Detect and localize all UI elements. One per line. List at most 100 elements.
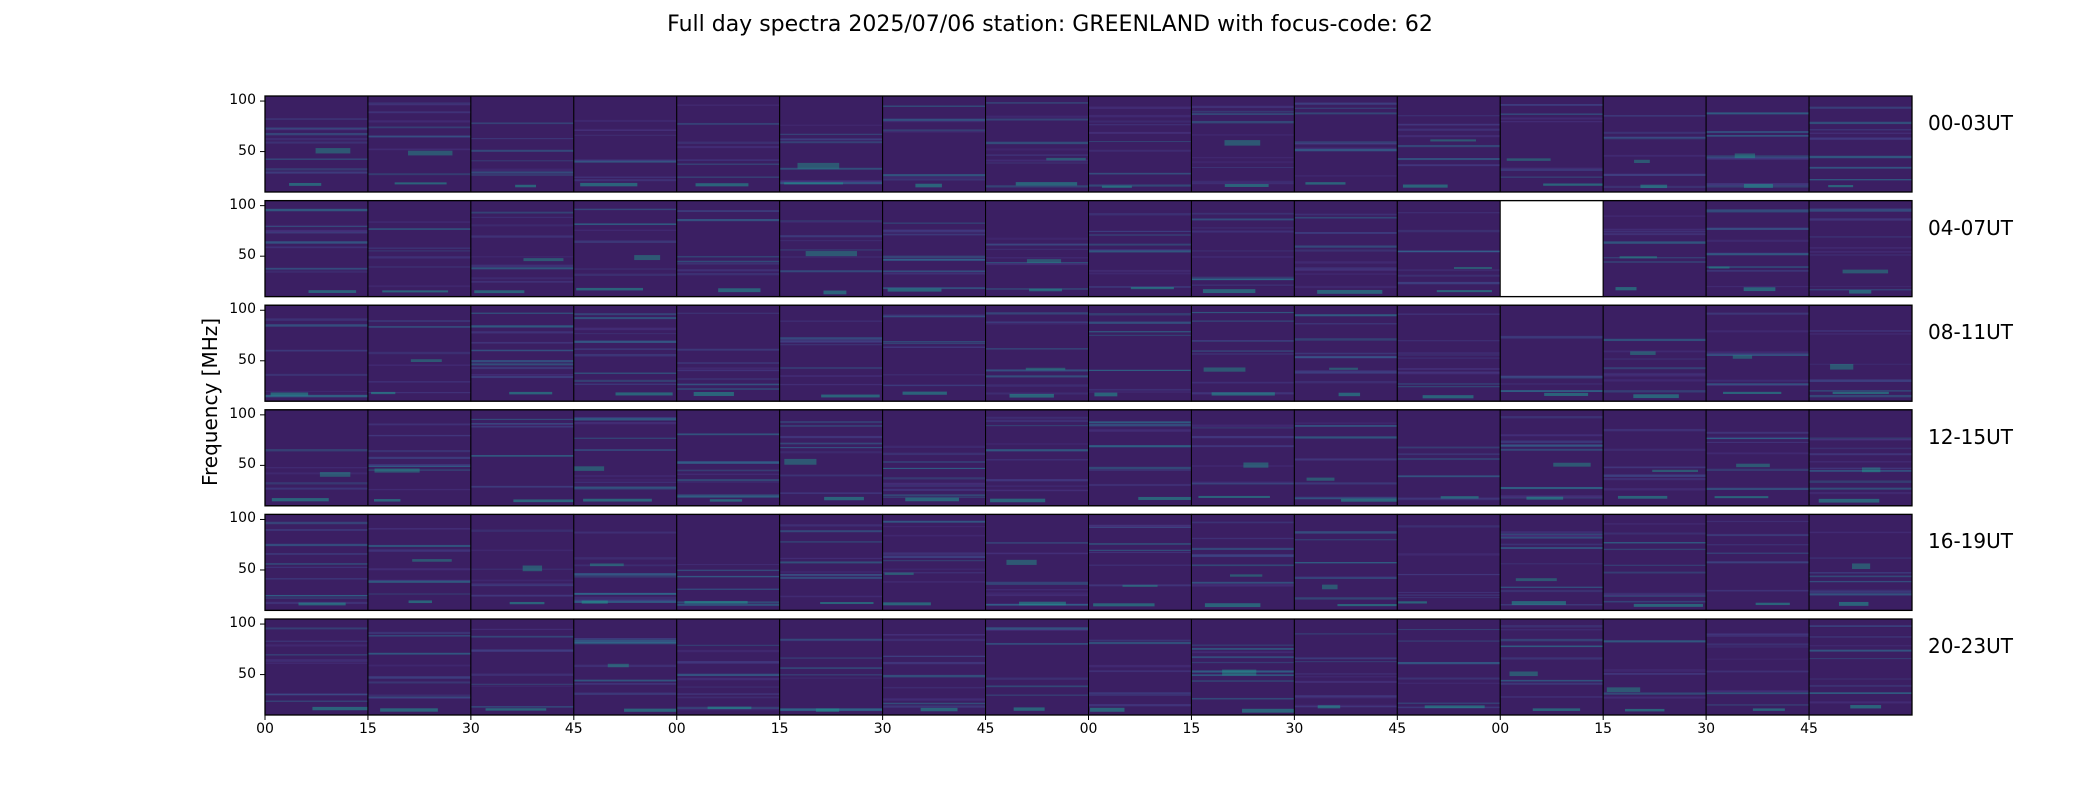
low-frequency-band <box>515 184 537 188</box>
frequency-stripe <box>573 229 677 231</box>
frequency-stripe <box>882 118 986 121</box>
frequency-stripe <box>676 693 780 695</box>
low-frequency-band <box>1138 496 1204 500</box>
low-frequency-band <box>1204 603 1261 608</box>
frequency-stripe <box>573 475 677 477</box>
y-tick-label: 50 <box>238 560 256 577</box>
frequency-stripe <box>676 146 780 149</box>
frequency-stripe <box>1191 656 1295 659</box>
frequency-stripe <box>1500 536 1604 539</box>
frequency-stripe <box>779 141 883 144</box>
frequency-stripe <box>367 256 471 259</box>
frequency-stripe <box>1603 532 1707 535</box>
frequency-stripe <box>1397 313 1501 315</box>
spectrum-panel <box>676 513 781 611</box>
frequency-stripe <box>1294 562 1398 564</box>
frequency-stripe <box>367 364 471 366</box>
spectrum-panel <box>573 513 678 611</box>
frequency-stripe <box>779 595 883 598</box>
frequency-stripe <box>1603 233 1707 236</box>
frequency-stripe <box>1294 436 1398 439</box>
frequency-stripe <box>1706 330 1810 333</box>
frequency-stripe <box>1191 353 1295 355</box>
frequency-stripe <box>265 521 368 525</box>
spectrum-panel <box>1190 618 1297 716</box>
frequency-stripe <box>1809 572 1912 574</box>
frequency-stripe <box>1191 255 1295 258</box>
frequency-stripe <box>1706 534 1810 536</box>
frequency-stripe <box>985 541 1089 544</box>
panel-background <box>1191 305 1295 402</box>
frequency-stripe <box>573 223 677 226</box>
frequency-stripe <box>1294 697 1398 699</box>
frequency-stripe <box>1603 136 1707 140</box>
frequency-stripe <box>1397 212 1501 214</box>
frequency-stripe <box>779 220 883 222</box>
frequency-stripe <box>779 338 883 340</box>
frequency-stripe <box>367 681 471 683</box>
frequency-stripe <box>1088 469 1192 471</box>
frequency-stripe <box>265 662 368 664</box>
frequency-stripe <box>1294 141 1398 143</box>
y-tick-label: 100 <box>229 92 256 109</box>
frequency-stripe <box>470 366 574 370</box>
frequency-stripe <box>1500 547 1604 549</box>
frequency-stripe <box>1706 437 1810 440</box>
frequency-stripe <box>1294 314 1398 317</box>
frequency-stripe <box>1191 564 1295 567</box>
frequency-stripe <box>882 287 986 290</box>
frequency-stripe <box>1191 250 1295 252</box>
low-frequency-band <box>373 499 401 502</box>
spectra-row-5 <box>260 513 1913 612</box>
frequency-stripe <box>676 708 780 711</box>
panel-background <box>470 409 574 506</box>
spectrum-panel <box>1088 513 1192 611</box>
panel-background <box>985 305 1089 402</box>
frequency-stripe <box>573 692 677 695</box>
frequency-stripe <box>470 149 574 152</box>
spectrum-panel <box>676 409 781 507</box>
frequency-stripe <box>1294 458 1398 461</box>
signal-burst <box>374 468 420 473</box>
frequency-stripe <box>1500 434 1604 437</box>
low-frequency-band <box>1202 289 1256 294</box>
spectrum-panel <box>264 409 369 507</box>
frequency-stripe <box>367 126 471 129</box>
frequency-stripe <box>470 649 574 652</box>
low-frequency-band <box>1130 286 1174 290</box>
frequency-stripe <box>367 228 471 230</box>
frequency-stripe <box>676 495 780 498</box>
signal-burst <box>1652 469 1699 472</box>
frequency-stripe <box>265 482 368 485</box>
panel-background <box>1809 200 1912 297</box>
frequency-stripe <box>1088 124 1192 126</box>
frequency-stripe <box>779 425 883 427</box>
frequency-stripe <box>1706 561 1810 563</box>
frequency-stripe <box>985 416 1089 419</box>
frequency-stripe <box>573 383 677 385</box>
frequency-stripe <box>1397 475 1501 478</box>
frequency-stripe <box>1088 234 1192 236</box>
signal-burst <box>1606 687 1641 693</box>
frequency-stripe <box>367 381 471 383</box>
signal-burst <box>1306 477 1335 481</box>
frequency-stripe <box>1088 172 1192 175</box>
frequency-stripe <box>1809 106 1912 109</box>
spectrum-panel <box>779 200 884 298</box>
frequency-stripe <box>1088 269 1192 272</box>
frequency-stripe <box>1191 648 1295 650</box>
frequency-stripe <box>779 638 883 641</box>
spectrum-panel <box>1602 304 1707 402</box>
signal-burst <box>1229 574 1263 577</box>
frequency-stripe <box>367 469 471 471</box>
frequency-stripe <box>470 256 574 258</box>
frequency-stripe <box>1088 693 1192 696</box>
signal-burst <box>1852 563 1871 569</box>
frequency-stripe <box>470 549 574 552</box>
frequency-stripe <box>779 492 883 495</box>
frequency-stripe <box>1294 314 1398 317</box>
frequency-stripe <box>1706 634 1810 637</box>
frequency-stripe <box>1397 269 1501 272</box>
spectrum-panel <box>882 618 987 716</box>
frequency-stripe <box>1191 340 1295 342</box>
